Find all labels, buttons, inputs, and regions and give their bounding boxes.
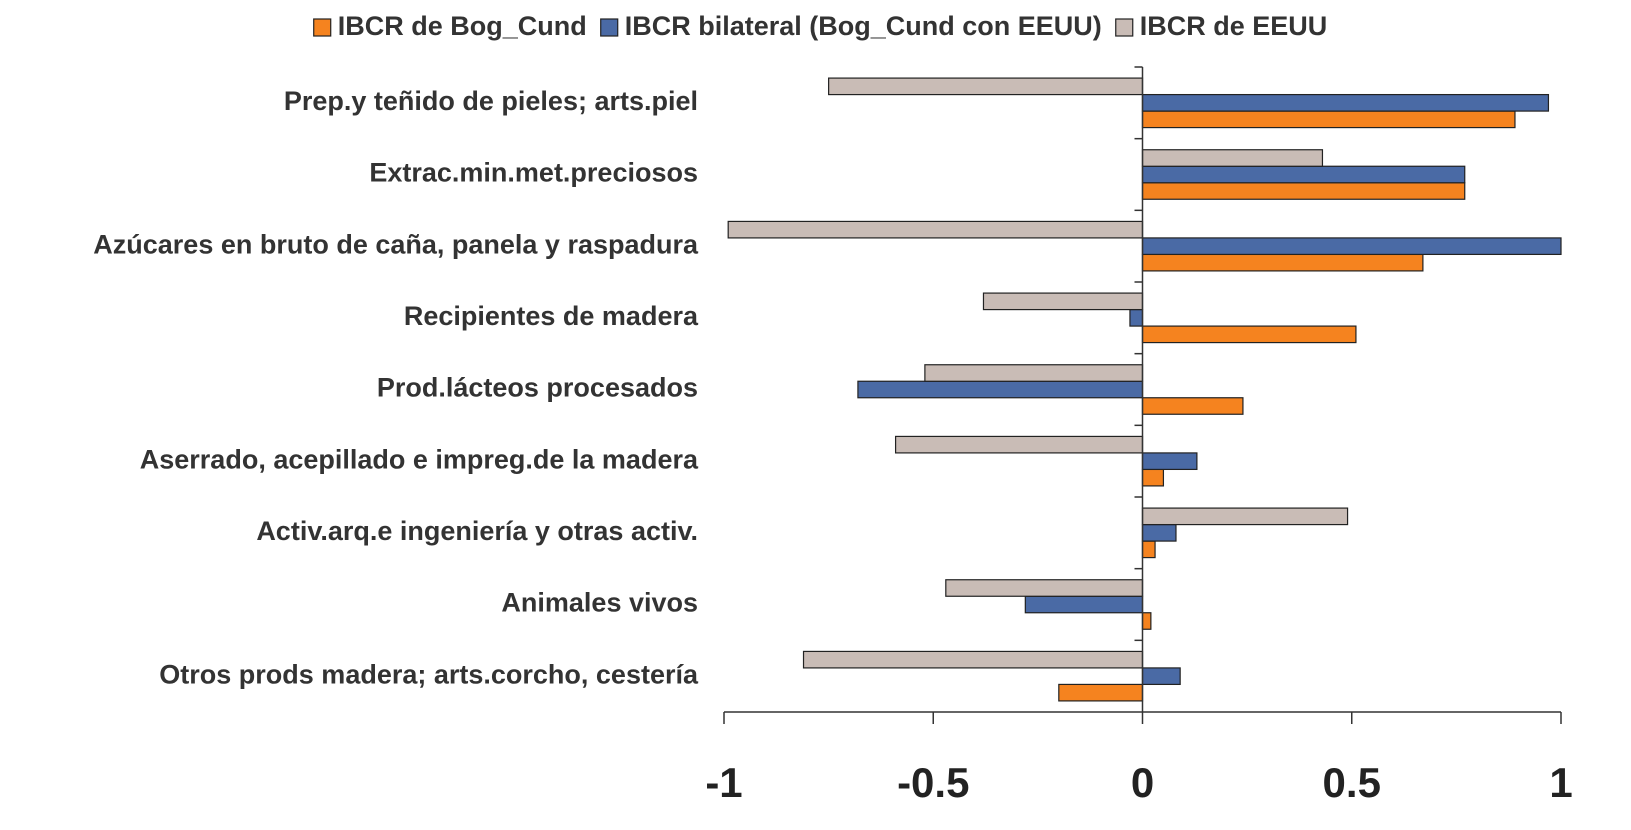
- bar: [1058, 683, 1144, 702]
- legend-label: IBCR de EEUU: [1140, 11, 1328, 41]
- x-tick-label: 1: [1549, 759, 1572, 806]
- bar: [1141, 523, 1177, 542]
- bar: [924, 364, 1144, 382]
- bar: [1141, 325, 1357, 344]
- x-tick-label: 0.5: [1323, 759, 1381, 806]
- bar: [1141, 253, 1424, 272]
- category-label: Azúcares en bruto de caña, panela y rasp…: [93, 229, 699, 259]
- category-label: Prep.y teñido de pieles; arts.piel: [284, 86, 698, 116]
- bar: [1141, 452, 1198, 471]
- bar: [1141, 667, 1181, 686]
- bar: [1141, 237, 1562, 256]
- category-label: Recipientes de madera: [404, 301, 699, 331]
- category-label: Extrac.min.met.preciosos: [369, 158, 698, 188]
- x-tick-label: -0.5: [897, 759, 969, 806]
- bar: [857, 380, 1144, 399]
- bar: [1129, 308, 1144, 327]
- x-tick-label: 0: [1131, 759, 1154, 806]
- bar: [1141, 397, 1244, 415]
- bar: [894, 435, 1144, 454]
- legend-label: IBCR de Bog_Cund: [338, 11, 587, 41]
- bar: [1141, 468, 1165, 487]
- category-label: Aserrado, acepillado e impreg.de la made…: [140, 444, 699, 474]
- bar: [1024, 595, 1144, 614]
- bar: [1141, 540, 1156, 559]
- legend-swatch: [1115, 18, 1134, 37]
- category-label: Otros prods madera; arts.corcho, cesterí…: [159, 659, 699, 689]
- bar: [1141, 93, 1550, 112]
- bar: [1141, 182, 1466, 200]
- bar: [727, 220, 1144, 239]
- bar: [828, 77, 1144, 96]
- legend-label: IBCR bilateral (Bog_Cund con EEUU): [625, 11, 1102, 41]
- bar: [1141, 110, 1516, 129]
- bar: [1141, 612, 1152, 630]
- legend-swatch: [600, 18, 619, 37]
- category-label: Prod.lácteos procesados: [377, 373, 698, 403]
- category-label: Activ.arq.e ingeniería y otras activ.: [256, 516, 698, 546]
- x-tick-label: -1: [705, 759, 742, 806]
- bar: [1141, 507, 1349, 526]
- bar: [802, 650, 1144, 669]
- bar: [1141, 165, 1466, 184]
- legend-swatch: [313, 18, 332, 37]
- bar: [982, 292, 1144, 311]
- bar: [1141, 149, 1324, 167]
- legend: IBCR de Bog_Cund IBCR bilateral (Bog_Cund…: [313, 11, 1328, 41]
- bar: [945, 579, 1144, 597]
- category-label: Animales vivos: [501, 588, 698, 618]
